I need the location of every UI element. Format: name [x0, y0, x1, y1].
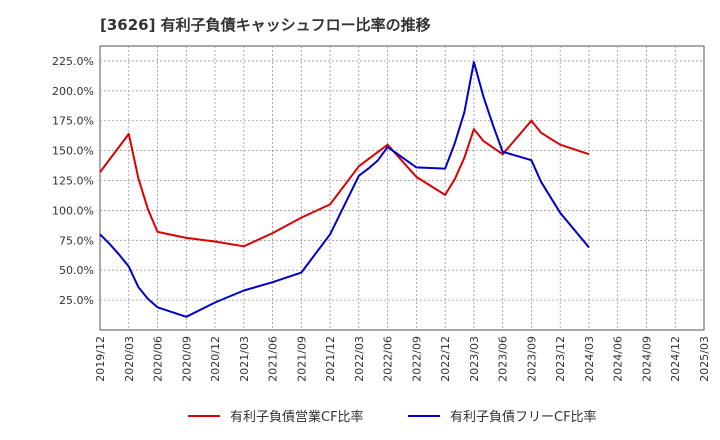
legend-swatch-blue	[408, 414, 440, 417]
x-tick-label: 2021/03	[238, 336, 251, 382]
legend-item-free-cf: 有利子負債フリーCF比率	[408, 406, 597, 425]
x-tick-label: 2020/12	[209, 336, 222, 382]
y-tick-label: 200.0%	[52, 85, 94, 98]
series-line-free-cf	[99, 61, 590, 318]
x-axis-ticks: 2019/12 2020/03 2020/06 2020/09 2020/12 2021/…	[94, 336, 711, 382]
x-tick-label: 2020/09	[180, 336, 193, 382]
x-tick-label: 2024/03	[583, 336, 596, 382]
x-tick-label: 2023/03	[468, 336, 481, 382]
y-axis-ticks: 25.0% 50.0% 75.0% 100.0% 125.0% 150.0% 175.0% 2…	[52, 55, 94, 307]
x-tick-label: 2025/03	[698, 336, 711, 382]
x-tick-label: 2024/12	[669, 336, 682, 382]
x-tick-label: 2020/03	[123, 336, 136, 382]
y-tick-label: 225.0%	[52, 55, 94, 68]
legend-swatch-red	[188, 414, 220, 417]
series-line-operating-cf	[99, 119, 590, 248]
x-tick-label: 2023/06	[497, 336, 510, 382]
series-lines	[99, 61, 590, 318]
y-tick-label: 150.0%	[52, 145, 94, 158]
grid-lines	[100, 46, 704, 330]
legend-label: 有利子負債営業CF比率	[230, 410, 364, 425]
x-tick-label: 2022/03	[353, 336, 366, 382]
x-tick-label: 2023/12	[554, 336, 567, 382]
x-tick-label: 2021/12	[324, 336, 337, 382]
legend-label: 有利子負債フリーCF比率	[450, 410, 597, 425]
x-tick-label: 2023/09	[525, 336, 538, 382]
legend: 有利子負債営業CF比率 有利子負債フリーCF比率	[0, 406, 720, 426]
x-tick-label: 2021/06	[267, 336, 280, 382]
legend-item-operating-cf: 有利子負債営業CF比率	[188, 406, 364, 425]
x-tick-label: 2022/09	[410, 336, 423, 382]
chart-title: [3626] 有利子負債キャッシュフロー比率の推移	[100, 16, 431, 34]
x-tick-label: 2020/06	[152, 336, 165, 382]
x-tick-label: 2022/12	[439, 336, 452, 382]
y-tick-label: 175.0%	[52, 115, 94, 128]
y-tick-label: 75.0%	[59, 234, 94, 247]
y-tick-label: 100.0%	[52, 204, 94, 217]
y-tick-label: 50.0%	[59, 264, 94, 277]
y-tick-label: 125.0%	[52, 175, 94, 188]
x-tick-label: 2022/06	[382, 336, 395, 382]
x-tick-label: 2019/12	[94, 336, 107, 382]
x-tick-label: 2024/09	[640, 336, 653, 382]
y-tick-label: 25.0%	[59, 294, 94, 307]
x-tick-label: 2021/09	[295, 336, 308, 382]
plot-area	[99, 45, 705, 331]
x-tick-label: 2024/06	[612, 336, 625, 382]
